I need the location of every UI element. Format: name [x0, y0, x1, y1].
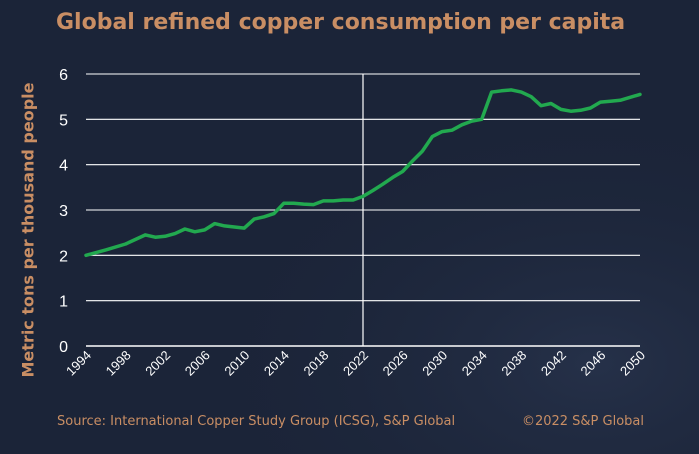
x-tick-label: 1998 [103, 348, 134, 379]
x-tick-label: 2030 [419, 348, 450, 379]
x-tick-label: 2038 [498, 348, 529, 379]
y-tick-label: 0 [59, 339, 68, 356]
y-tick-label: 6 [59, 67, 68, 84]
x-tick-label: 2026 [380, 348, 411, 379]
x-tick-labels: 1994 1998 2002 2006 2010 2014 2018 2022 2026 2030… [63, 348, 648, 379]
x-tick-label: 2006 [182, 348, 213, 379]
chart-title: Global refined copper consumption per ca… [56, 10, 626, 35]
x-tick-label: 2046 [577, 348, 608, 379]
y-tick-label: 2 [59, 248, 68, 265]
source-note: Source: International Copper Study Group… [57, 414, 456, 429]
copyright-note: ©2022 S&P Global [521, 414, 644, 429]
series-group [84, 88, 642, 258]
x-tick-label: 2002 [142, 348, 173, 379]
x-tick-label: 2022 [340, 348, 371, 379]
y-tick-label: 4 [59, 158, 68, 175]
y-tick-label: 3 [59, 203, 68, 220]
series-line-0 [84, 88, 642, 258]
x-tick-label: 2010 [221, 348, 252, 379]
x-tick-label: 2018 [300, 348, 331, 379]
y-tick-labels: 0 1 2 3 4 5 6 [59, 67, 68, 356]
y-tick-label: 1 [59, 294, 68, 311]
x-tick-label: 2014 [261, 348, 292, 379]
x-tick-label: 2034 [459, 348, 490, 379]
x-tick-label: 2050 [617, 348, 648, 379]
y-tick-label: 5 [59, 112, 68, 129]
x-tick-label: 2042 [538, 348, 569, 379]
